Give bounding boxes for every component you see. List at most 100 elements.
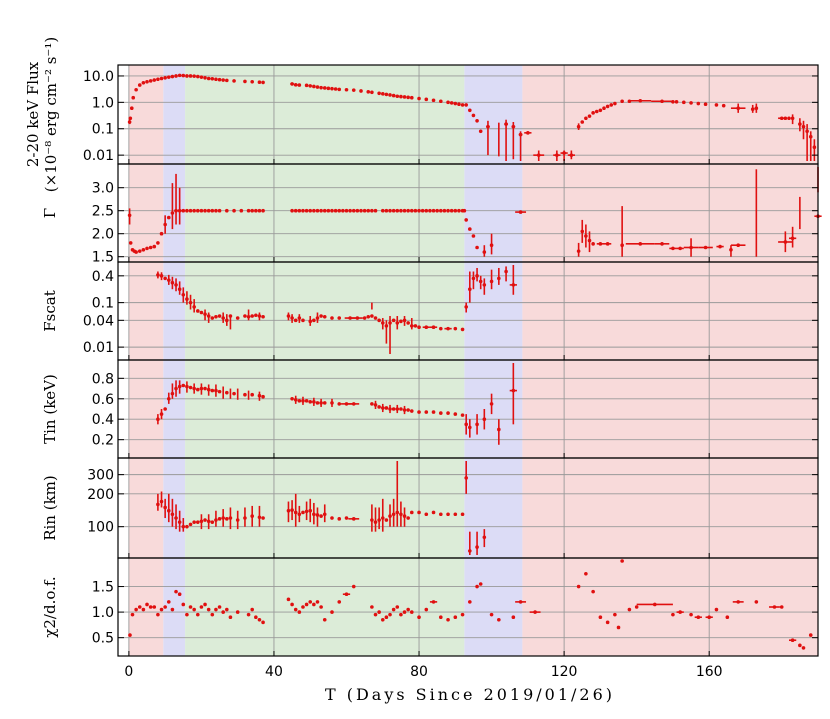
fscat-point xyxy=(417,325,421,330)
chi-point xyxy=(304,602,309,607)
chi-point xyxy=(707,615,711,620)
fscat-y-tick-label: 0.01 xyxy=(83,340,114,356)
chi-point xyxy=(330,610,334,614)
fscat-point xyxy=(174,283,178,287)
flux-point xyxy=(721,103,726,108)
flux-point xyxy=(431,98,436,103)
fscat-point xyxy=(406,321,410,325)
fscat-point xyxy=(391,318,396,323)
fscat-point xyxy=(497,276,501,281)
gamma-point xyxy=(380,208,385,213)
flux-point xyxy=(417,96,421,101)
gamma-point xyxy=(729,248,733,252)
chi-point xyxy=(402,610,407,614)
flux-point xyxy=(181,73,186,78)
gamma-point xyxy=(341,208,345,213)
tin-point xyxy=(156,417,160,422)
gamma-point xyxy=(783,240,788,244)
rin-point xyxy=(391,512,396,517)
flux-point xyxy=(399,94,403,99)
flux-point xyxy=(344,87,349,92)
flux-point xyxy=(380,92,385,96)
flux-point xyxy=(166,75,171,79)
chi-point xyxy=(130,612,135,617)
tin-point xyxy=(199,386,204,391)
tin-point xyxy=(177,384,182,389)
flux-point xyxy=(148,79,153,83)
rin-y-tick-label: 100 xyxy=(87,520,114,536)
tin-point xyxy=(431,410,436,414)
chi-point xyxy=(772,605,777,609)
chi-point xyxy=(315,600,320,604)
flux-point xyxy=(478,129,483,134)
flux-point xyxy=(638,98,643,103)
chi-point xyxy=(384,615,389,620)
fscat-point xyxy=(235,316,240,320)
flux-y-label: (×10⁻⁸ erg cm⁻² s⁻¹) xyxy=(42,37,60,192)
tin-point xyxy=(475,422,479,427)
fscat-point xyxy=(228,314,233,318)
gamma-point xyxy=(308,208,313,213)
fscat-point xyxy=(409,324,414,328)
chi-point xyxy=(297,610,302,614)
fscat-point xyxy=(464,305,468,309)
gamma-point xyxy=(214,208,218,213)
fscat-point xyxy=(206,314,211,318)
tin-point xyxy=(322,401,327,405)
chi-point xyxy=(478,582,483,586)
gamma-point xyxy=(580,229,585,234)
rin-point xyxy=(322,512,327,517)
tin-point xyxy=(225,390,229,395)
chi-point xyxy=(620,559,624,563)
rin-point xyxy=(424,512,429,517)
gamma-point xyxy=(166,215,171,220)
chi-point xyxy=(199,605,204,609)
gamma-y-tick-label: 3.0 xyxy=(92,181,114,197)
fscat-point xyxy=(330,316,334,320)
chi-point xyxy=(192,607,196,612)
flux-point xyxy=(377,91,381,96)
tick-labels: 0 40 80 120 160 0.01 0.1 1.0 10.0 1.5 2.0 2.5 3.0 0.0… xyxy=(83,69,723,680)
chi-point xyxy=(225,607,229,612)
tin-y-tick-label: 0.4 xyxy=(92,412,114,428)
chi-point xyxy=(446,617,450,622)
tin-point xyxy=(203,386,207,391)
gamma-point xyxy=(181,208,186,213)
gamma-point xyxy=(442,208,447,213)
chi-point xyxy=(391,607,396,612)
fscat-point xyxy=(489,279,494,284)
fscat-point xyxy=(308,319,313,324)
gamma-point xyxy=(348,208,352,213)
chi-point xyxy=(250,607,254,612)
gamma-point xyxy=(424,208,429,213)
rin-point xyxy=(431,510,436,515)
gamma-point xyxy=(137,249,142,253)
gamma-point xyxy=(431,208,436,213)
fscat-point xyxy=(199,310,204,315)
gamma-point xyxy=(678,246,682,251)
fscat-point xyxy=(185,297,189,301)
flux-point xyxy=(576,124,581,129)
flux-point xyxy=(457,102,461,107)
chi-point xyxy=(497,617,501,622)
chi-point xyxy=(344,592,349,597)
rin-point xyxy=(163,505,167,510)
fscat-point xyxy=(438,326,443,331)
fscat-point xyxy=(471,276,476,281)
flux-point xyxy=(605,104,610,109)
gamma-point xyxy=(210,208,215,213)
gamma-point xyxy=(790,236,795,241)
chi-point xyxy=(185,612,189,617)
chi-point xyxy=(798,643,802,648)
flux-point xyxy=(232,79,236,83)
rin-y-tick-label: 200 xyxy=(87,487,114,503)
tin-point xyxy=(464,422,468,427)
fscat-y-tick-label: 0.4 xyxy=(92,269,114,285)
rin-point xyxy=(409,510,414,515)
fscat-point xyxy=(290,316,294,320)
chi-point xyxy=(605,620,610,625)
gamma-point xyxy=(435,208,439,213)
x-tick-label: 120 xyxy=(551,664,578,680)
rin-point xyxy=(297,512,302,517)
flux-point xyxy=(134,87,138,92)
